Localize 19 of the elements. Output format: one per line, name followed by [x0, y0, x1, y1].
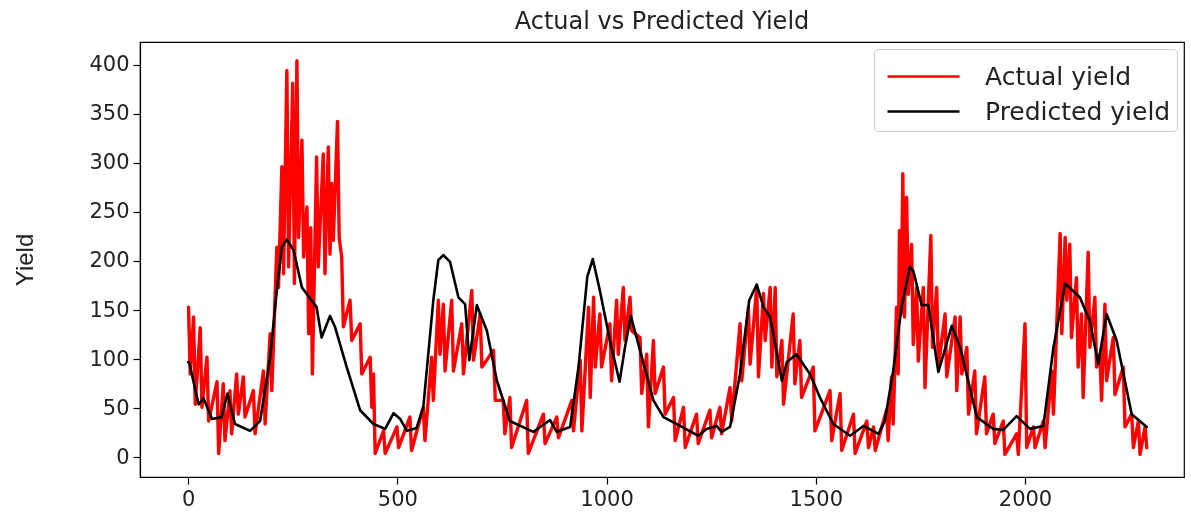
y-tick-label: 150	[89, 297, 130, 322]
x-tick-label: 1000	[580, 486, 634, 511]
x-tick-label: 500	[377, 486, 418, 511]
y-tick-label: 400	[89, 52, 130, 77]
y-tick-label: 200	[89, 248, 130, 273]
y-tick-label: 350	[89, 101, 130, 126]
y-tick-label: 300	[89, 150, 130, 175]
line-series	[186, 238, 1149, 438]
legend-label: Predicted yield	[985, 96, 1171, 126]
chart-title: Actual vs Predicted Yield	[514, 7, 810, 35]
x-tick-label: 0	[181, 486, 196, 511]
x-tick-label: 1500	[789, 486, 843, 511]
y-axis-title: Yield	[10, 233, 38, 287]
y-tick-label: 50	[102, 395, 130, 420]
y-tick-label: 100	[89, 346, 130, 371]
y-tick-label: 250	[89, 199, 130, 224]
legend-label: Actual yield	[985, 61, 1132, 91]
x-tick-label: 2000	[998, 486, 1053, 511]
y-tick-label: 0	[116, 444, 130, 469]
